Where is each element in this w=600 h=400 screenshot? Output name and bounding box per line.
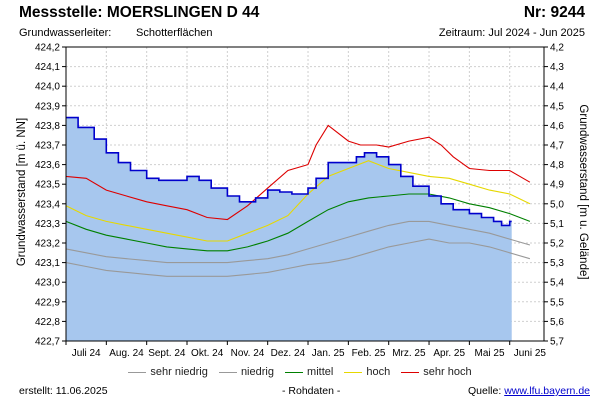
legend-label: sehr hoch (423, 366, 472, 378)
y2-tick-label: 4,5 (550, 101, 564, 112)
y-tick-label: 423,8 (35, 121, 60, 132)
y-axis-label: Grundwasserstand [m ü. NN] (16, 118, 28, 266)
y-tick-label: 423,4 (35, 199, 60, 210)
y2-tick-label: 4,4 (550, 82, 564, 93)
x-tick-label: Mrz. 25 (392, 348, 426, 359)
series-line-sehr-hoch (65, 124, 531, 221)
y2-tick-label: 5,4 (550, 278, 564, 289)
legend: sehr niedrig niedrig mittel hoch sehr ho… (0, 366, 600, 378)
y2-tick-label: 5,1 (550, 219, 564, 230)
y2-tick-label: 4,2 (550, 43, 564, 54)
legend-item-niedrig: niedrig (218, 366, 274, 378)
legend-swatch (218, 371, 237, 373)
series-line-measured (66, 116, 512, 227)
y-tick-label: 423,5 (35, 180, 60, 191)
aquifer-label: Grundwasserleiter: (19, 27, 112, 39)
legend-item-hoch: hoch (344, 366, 390, 378)
y-tick-label: 423,0 (35, 278, 60, 289)
y2-tick-label: 5,6 (550, 317, 564, 328)
series-line-hoch (65, 160, 531, 242)
y2-tick-label: 5,5 (550, 297, 564, 308)
lines-layer (65, 116, 531, 277)
axes-layer: 424,2 4,2 424,1 4,3 424,0 4,4 423,9 4,5 423,8 4,6… (35, 43, 564, 360)
y-tick-label: 423,1 (35, 258, 60, 269)
legend-label: hoch (366, 366, 391, 378)
y2-tick-label: 4,3 (550, 62, 564, 73)
y-tick-label: 424,2 (35, 43, 60, 54)
y-tick-label: 423,2 (35, 239, 60, 250)
source-label: Quelle: (468, 385, 502, 397)
x-tick-label: Apr. 25 (433, 348, 465, 359)
legend-swatch (128, 371, 147, 373)
y2-tick-label: 5,0 (550, 199, 564, 210)
y-tick-label: 423,9 (35, 101, 60, 112)
y2-axis-label: Grundwasserstand [m u. Gelände] (577, 104, 589, 279)
legend-item-sehr-niedrig: sehr niedrig (128, 366, 208, 378)
y2-tick-label: 4,7 (550, 141, 564, 152)
created-date: erstellt: 11.06.2025 (19, 385, 108, 397)
legend-swatch (285, 371, 304, 373)
x-tick-label: Jan. 25 (312, 348, 345, 359)
x-tick-label: Okt. 24 (191, 348, 224, 359)
legend-swatch (344, 371, 363, 373)
raw-data-note: - Rohdaten - (282, 385, 341, 397)
aquifer-value: Schotterflächen (136, 27, 213, 39)
y-tick-label: 424,0 (35, 82, 60, 93)
y-tick-label: 423,3 (35, 219, 60, 230)
period-label: Zeitraum: Jul 2024 - Jun 2025 (438, 27, 585, 39)
x-tick-label: Dez. 24 (271, 348, 306, 359)
page-title: Messstelle: MOERSLINGEN D 44 (19, 4, 260, 21)
station-number: Nr: 9244 (523, 4, 585, 21)
x-tick-label: Juli 24 (72, 348, 101, 359)
legend-swatch (401, 371, 420, 373)
x-tick-label: Mai 25 (475, 348, 505, 359)
y2-tick-label: 4,9 (550, 180, 564, 191)
x-tick-label: Sept. 24 (148, 348, 186, 359)
y-tick-label: 423,7 (35, 141, 60, 152)
y2-tick-label: 4,8 (550, 160, 564, 171)
x-tick-label: Nov. 24 (231, 348, 265, 359)
x-tick-label: Feb. 25 (352, 348, 386, 359)
y2-tick-label: 5,2 (550, 239, 564, 250)
legend-label: niedrig (240, 366, 274, 378)
plot-frame (65, 46, 545, 342)
legend-item-sehr-hoch: sehr hoch (401, 366, 472, 378)
y-tick-label: 422,7 (35, 337, 60, 348)
x-tick-label: Juni 25 (514, 348, 547, 359)
y2-tick-label: 5,7 (550, 337, 564, 348)
legend-label: sehr niedrig (150, 366, 208, 378)
series-line-mittel (65, 193, 531, 252)
x-tick-label: Aug. 24 (109, 348, 144, 359)
legend-item-mittel: mittel (285, 366, 333, 378)
y-tick-label: 422,9 (35, 297, 60, 308)
y2-tick-label: 5,3 (550, 258, 564, 269)
y-tick-label: 423,6 (35, 160, 60, 171)
series-line-niedrig (65, 220, 531, 264)
source-link[interactable]: www.lfu.bayern.de (504, 385, 590, 397)
series-line-sehr-niedrig (65, 238, 531, 277)
legend-label: mittel (307, 366, 334, 378)
y2-tick-label: 4,6 (550, 121, 564, 132)
y-tick-label: 422,8 (35, 317, 60, 328)
y-tick-label: 424,1 (35, 62, 60, 73)
